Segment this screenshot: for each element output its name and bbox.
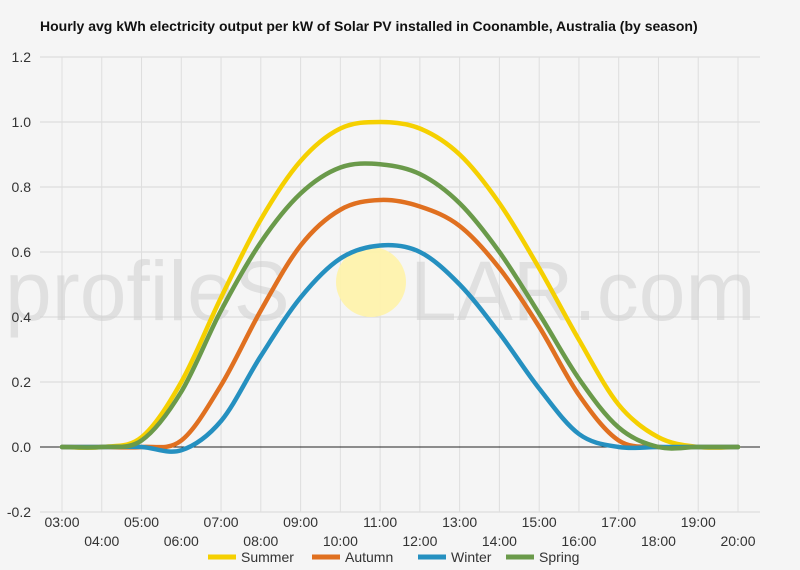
series-line-spring: [59, 161, 741, 451]
series-lines: [59, 119, 741, 454]
x-tick-label: 18:00: [641, 533, 676, 549]
x-tick-label: 05:00: [124, 514, 159, 530]
x-tick-label: 13:00: [442, 514, 477, 530]
watermark-sun-logo: [336, 247, 406, 317]
x-tick-label: 19:00: [681, 514, 716, 530]
x-tick-label: 03:00: [44, 514, 79, 530]
watermark-text-left: profileS: [5, 244, 290, 338]
legend-label-autumn: Autumn: [345, 549, 393, 565]
x-tick-label: 04:00: [84, 533, 119, 549]
x-tick-label: 08:00: [243, 533, 278, 549]
y-tick-label: 1.2: [12, 49, 32, 65]
y-tick-label: 1.0: [12, 114, 32, 130]
legend-label-spring: Spring: [539, 549, 579, 565]
legend-label-winter: Winter: [451, 549, 492, 565]
axes: -0.2 0.0 0.2 0.4 0.6 0.8 1.0 1.2 03:00 04:00 05:00…: [7, 49, 760, 549]
y-tick-label: -0.2: [7, 504, 31, 520]
x-tick-label: 14:00: [482, 533, 517, 549]
series-line-winter: [59, 242, 741, 454]
watermark: profileS LAR.com: [5, 244, 755, 338]
y-tick-label: 0.8: [12, 179, 32, 195]
y-tick-label: 0.4: [12, 309, 32, 325]
x-tick-label: 12:00: [402, 533, 437, 549]
y-tick-label: 0.0: [12, 439, 32, 455]
x-tick-label: 07:00: [204, 514, 239, 530]
legend: Summer Autumn Winter Spring: [208, 549, 579, 565]
x-tick-label: 20:00: [720, 533, 755, 549]
x-tick-label: 11:00: [363, 514, 397, 530]
x-tick-label: 09:00: [283, 514, 318, 530]
x-tick-label: 16:00: [561, 533, 596, 549]
y-tick-label: 0.6: [12, 244, 32, 260]
series-line-autumn: [59, 197, 741, 450]
watermark-text-right: LAR.com: [410, 244, 755, 338]
x-tick-label: 17:00: [601, 514, 636, 530]
series-line-summer: [59, 119, 741, 450]
chart-title: Hourly avg kWh electricity output per kW…: [40, 18, 698, 34]
x-tick-label: 15:00: [522, 514, 557, 530]
y-tick-label: 0.2: [12, 374, 32, 390]
x-tick-label: 10:00: [323, 533, 358, 549]
x-tick-label: 06:00: [164, 533, 199, 549]
legend-label-summer: Summer: [241, 549, 294, 565]
